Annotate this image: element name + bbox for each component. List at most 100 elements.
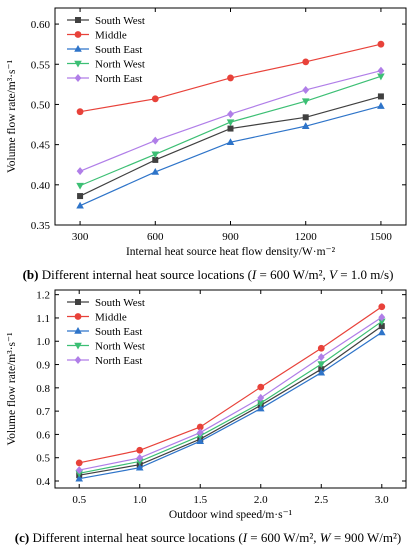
chart-b-point-south-east (377, 102, 385, 109)
chart-b-y-tick-label: 0.45 (31, 140, 51, 152)
chart-c-point-middle (75, 459, 83, 467)
chart-b-x-tick-label: 900 (222, 231, 239, 243)
chart-c-y-tick-label: 0.6 (36, 429, 50, 441)
chart-b: 0.35 0.40 0.45 0.50 0.55 0.60 300 600 900 1200 150… (6, 7, 407, 258)
chart-c-legend-marker-north-east (74, 356, 82, 364)
caption-b-text-3: = 1.0 m/s) (336, 267, 394, 282)
chart-b-y-tick-label: 0.40 (31, 180, 51, 192)
chart-b-y-tick-label: 0.35 (31, 220, 51, 232)
caption-b-text: Different internal heat source locations… (38, 267, 252, 282)
chart-b-legend-marker-south-east (74, 45, 82, 52)
chart-c-x-tick-label: 3.0 (375, 494, 389, 506)
chart-b-point-north-west (76, 182, 84, 190)
chart-c-legend-marker-north-west (74, 342, 82, 350)
chart-c: 0.4 0.5 0.6 0.7 0.8 0.9 1.0 1.1 1.2 0.5 1.0 1.5 2.0 2… (6, 289, 407, 521)
chart-c-legend-label-middle: Middle (95, 312, 127, 324)
caption-b-text-2: = 600 W/m², (256, 267, 326, 282)
chart-c-point-south-west (378, 323, 385, 330)
chart-b-legend-marker-north-east (74, 74, 82, 82)
chart-c-legend-marker-south-west (75, 299, 81, 305)
chart-b-point-north-east (227, 110, 234, 119)
chart-b-point-south-east (301, 122, 310, 129)
chart-c-series-line-south-east (79, 331, 383, 480)
chart-b-point-north-east (151, 136, 159, 145)
chart-b-y-tick-label: 0.50 (31, 99, 51, 111)
chart-c-y-tick-label: 0.4 (36, 476, 50, 488)
chart-b-point-north-east (302, 85, 310, 94)
chart-c-y-tick-label: 1.1 (36, 313, 50, 325)
chart-c-legend-marker-south-east (74, 327, 82, 334)
chart-b-point-middle (227, 74, 234, 82)
caption-c-var-w: W (319, 530, 331, 545)
chart-b-point-north-west (301, 98, 310, 106)
chart-c-point-middle (378, 303, 386, 311)
chart-b-point-south-west (302, 114, 309, 121)
caption-b-letter: (b) (22, 267, 39, 282)
chart-c-y-tick-label: 0.7 (36, 406, 50, 418)
chart-c-series-line-middle (79, 306, 383, 464)
chart-b-legend-label-middle: Middle (95, 30, 127, 42)
chart-b-legend-label-north-east: North East (95, 73, 142, 85)
chart-b-point-north-east (76, 167, 84, 176)
chart-c-x-tick-label: 2.5 (314, 494, 328, 506)
caption-c-var-i: I (242, 530, 248, 545)
chart-c-point-middle (136, 446, 144, 454)
chart-b-point-middle (302, 58, 310, 66)
chart-b-point-north-east (377, 66, 385, 75)
caption-b-var-v: V (329, 267, 337, 282)
chart-b-y-axis-label: Volume flow rate/m³·s⁻¹ (6, 59, 18, 173)
chart-b-x-tick-label: 600 (147, 231, 164, 243)
chart-b-y-tick-label: 0.55 (31, 59, 51, 71)
caption-c-text-2: = 600 W/m², (247, 530, 317, 545)
chart-c-x-tick-label: 2.0 (254, 494, 268, 506)
chart-c-point-south-east (317, 368, 326, 376)
chart-c-point-south-east (75, 474, 84, 482)
chart-c-point-south-east (196, 437, 205, 444)
chart-b-point-south-west (377, 93, 384, 100)
chart-c-point-middle (257, 383, 265, 391)
caption-c: (c) Different internal heat source locat… (0, 530, 416, 546)
chart-c-point-north-east (257, 393, 265, 402)
chart-c-y-tick-label: 0.9 (36, 360, 50, 372)
chart-b-x-tick-label: 1200 (295, 231, 318, 243)
chart-c-legend-label-north-east: North East (95, 355, 142, 367)
chart-b-point-south-east (226, 138, 235, 146)
chart-c-point-middle (196, 423, 204, 431)
chart-c-y-tick-label: 0.8 (36, 383, 50, 395)
chart-b-point-middle (377, 40, 385, 48)
chart-c-series-line-south-west (79, 325, 383, 476)
chart-c-legend-label-south-west: South West (95, 297, 145, 309)
chart-c-legend-label-south-east: South East (95, 326, 142, 338)
chart-b-point-south-west (77, 193, 84, 200)
chart-b-point-north-west (377, 73, 385, 81)
chart-b-x-tick-label: 1500 (370, 231, 393, 243)
chart-c-legend-marker-middle (74, 313, 82, 320)
chart-c-point-north-west (377, 318, 386, 326)
chart-c-x-tick-label: 0.5 (72, 494, 86, 506)
chart-c-series-line-north-west (79, 320, 383, 474)
chart-c-point-north-east (136, 453, 144, 462)
chart-c-point-middle (317, 344, 325, 352)
chart-b-legend-label-north-west: North West (95, 59, 145, 71)
caption-b: (b) Different internal heat source locat… (0, 267, 416, 283)
chart-c-y-tick-label: 1.0 (36, 336, 50, 348)
chart-c-legend-label-north-west: North West (95, 341, 145, 353)
chart-b-point-south-east (151, 167, 160, 175)
chart-c-y-tick-label: 0.5 (36, 453, 50, 465)
caption-b-var-i: I (251, 267, 257, 282)
chart-b-point-south-west (227, 125, 234, 132)
chart-b-point-north-west (151, 151, 160, 159)
chart-b-legend-label-south-west: South West (95, 15, 145, 27)
chart-c-point-north-east (317, 353, 325, 362)
chart-b-x-axis-label: Internal heat source heat flow density/W… (126, 246, 336, 258)
chart-b-point-south-west (152, 156, 159, 163)
chart-b-point-middle (151, 95, 159, 103)
caption-c-text-3: = 900 W/m²) (330, 530, 402, 545)
chart-c-plot-frame (54, 289, 407, 489)
caption-c-letter: (c) (14, 530, 30, 545)
chart-b-legend-marker-middle (74, 31, 82, 38)
chart-b-y-tick-label: 0.60 (31, 19, 51, 31)
chart-c-point-south-east (256, 404, 265, 412)
caption-c-text: Different internal heat source locations… (29, 530, 243, 545)
chart-c-x-tick-label: 1.5 (193, 494, 207, 506)
